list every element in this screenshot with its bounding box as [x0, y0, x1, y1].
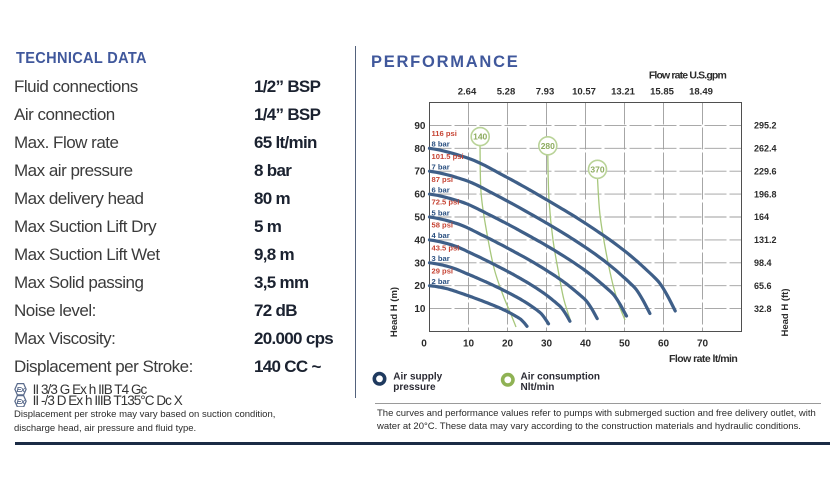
svg-text:72.5 psi: 72.5 psi	[432, 198, 460, 207]
svg-text:65.6: 65.6	[754, 281, 772, 291]
svg-text:101.5 psi: 101.5 psi	[432, 152, 464, 161]
svg-text:Flow rate lt/min: Flow rate lt/min	[669, 353, 737, 365]
svg-text:295.2: 295.2	[754, 121, 777, 131]
svg-text:Air supply: Air supply	[393, 372, 442, 383]
svg-text:0: 0	[421, 339, 427, 350]
svg-text:7 bar: 7 bar	[432, 163, 450, 172]
svg-text:8 bar: 8 bar	[432, 140, 450, 149]
svg-text:60: 60	[414, 190, 426, 201]
svg-text:2.64: 2.64	[458, 87, 477, 98]
svg-text:196.8: 196.8	[754, 189, 777, 199]
svg-text:30: 30	[414, 258, 426, 269]
svg-text:140: 140	[473, 132, 487, 142]
svg-text:60: 60	[658, 339, 670, 350]
svg-text:15.85: 15.85	[650, 87, 674, 98]
svg-text:262.4: 262.4	[754, 144, 777, 154]
svg-text:32.8: 32.8	[754, 304, 772, 314]
svg-text:Nlt/min: Nlt/min	[521, 382, 555, 393]
svg-text:43.5 psi: 43.5 psi	[432, 244, 460, 253]
svg-text:70: 70	[697, 339, 709, 350]
svg-text:5.28: 5.28	[497, 87, 516, 98]
svg-text:Ex: Ex	[17, 385, 26, 394]
svg-text:50: 50	[619, 339, 631, 350]
svg-text:3 bar: 3 bar	[432, 254, 450, 263]
svg-text:40: 40	[580, 339, 592, 350]
svg-text:Head H (ft): Head H (ft)	[780, 288, 791, 336]
svg-text:98.4: 98.4	[754, 258, 772, 268]
svg-text:13.21: 13.21	[611, 87, 635, 98]
svg-text:2 bar: 2 bar	[432, 277, 450, 286]
svg-text:87 psi: 87 psi	[432, 175, 454, 184]
svg-text:5 bar: 5 bar	[432, 208, 450, 217]
svg-text:50: 50	[414, 213, 426, 224]
svg-text:370: 370	[590, 164, 604, 174]
svg-text:Flow rate U.S.gpm: Flow rate U.S.gpm	[649, 70, 727, 82]
svg-text:80: 80	[414, 144, 426, 155]
svg-text:pressure: pressure	[393, 382, 436, 393]
svg-text:131.2: 131.2	[754, 235, 777, 245]
svg-text:10: 10	[414, 304, 426, 315]
svg-text:Ex: Ex	[17, 397, 26, 406]
svg-text:30: 30	[541, 339, 553, 350]
svg-text:Head H (m): Head H (m)	[389, 287, 400, 337]
svg-text:116 psi: 116 psi	[432, 129, 457, 138]
svg-text:20: 20	[502, 339, 514, 350]
svg-text:164: 164	[754, 212, 769, 222]
svg-text:29 psi: 29 psi	[432, 266, 454, 275]
svg-text:280: 280	[541, 141, 555, 151]
svg-text:18.49: 18.49	[689, 87, 713, 98]
svg-text:58 psi: 58 psi	[432, 221, 454, 230]
svg-text:4 bar: 4 bar	[432, 231, 450, 240]
svg-text:90: 90	[414, 121, 426, 132]
svg-text:10.57: 10.57	[572, 87, 596, 98]
svg-text:7.93: 7.93	[536, 87, 555, 98]
svg-text:10: 10	[463, 339, 475, 350]
svg-text:Air consumption: Air consumption	[521, 372, 600, 383]
svg-text:20: 20	[414, 281, 426, 292]
svg-text:229.6: 229.6	[754, 166, 777, 176]
svg-text:40: 40	[414, 235, 426, 246]
svg-text:6 bar: 6 bar	[432, 185, 450, 194]
svg-text:70: 70	[414, 167, 426, 178]
